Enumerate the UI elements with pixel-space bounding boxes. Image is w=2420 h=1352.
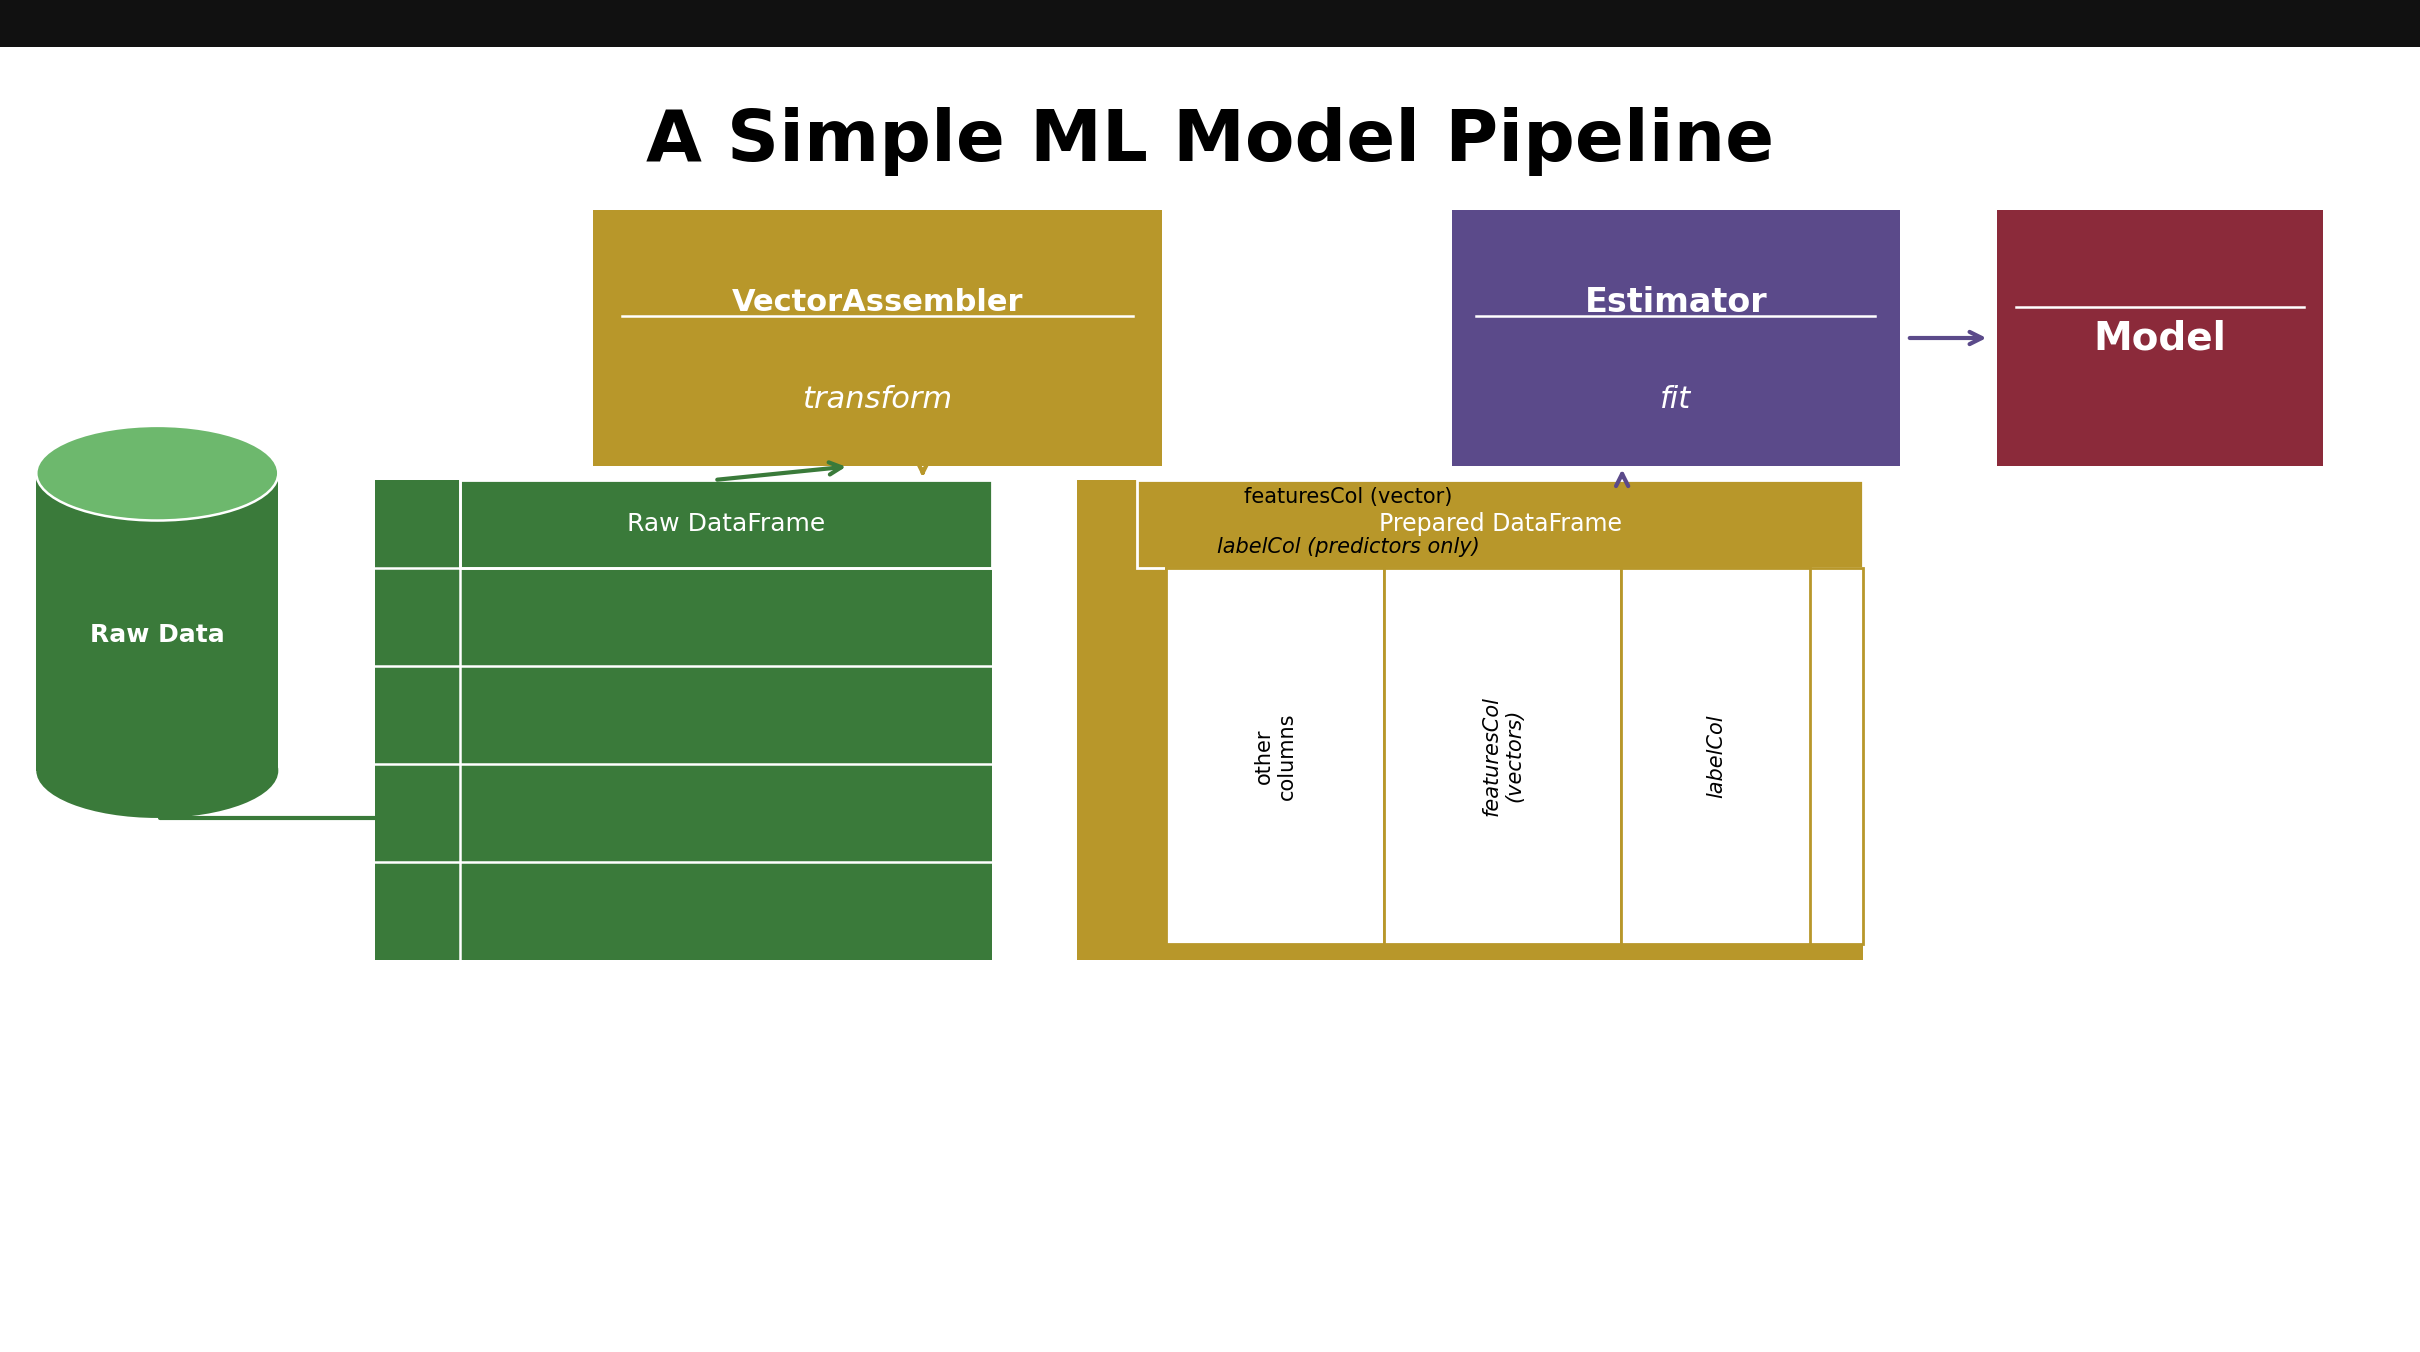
FancyBboxPatch shape	[375, 480, 992, 960]
Text: featuresCol (vector): featuresCol (vector)	[1244, 487, 1452, 507]
FancyBboxPatch shape	[1996, 210, 2323, 466]
FancyBboxPatch shape	[1452, 210, 1900, 466]
FancyBboxPatch shape	[460, 480, 992, 568]
FancyBboxPatch shape	[1384, 568, 1621, 944]
Text: labelCol (predictors only): labelCol (predictors only)	[1217, 537, 1479, 557]
Text: labelCol: labelCol	[1706, 714, 1725, 798]
FancyBboxPatch shape	[1166, 568, 1384, 944]
FancyBboxPatch shape	[1621, 568, 1810, 944]
Text: Prepared DataFrame: Prepared DataFrame	[1379, 512, 1621, 535]
Text: Model: Model	[2093, 319, 2226, 357]
Text: fit: fit	[1660, 385, 1692, 414]
FancyBboxPatch shape	[1077, 480, 1863, 960]
FancyBboxPatch shape	[1166, 568, 1863, 944]
FancyBboxPatch shape	[36, 473, 278, 771]
Text: transform: transform	[801, 385, 953, 414]
Text: Raw Data: Raw Data	[90, 623, 225, 648]
Ellipse shape	[36, 723, 278, 818]
FancyBboxPatch shape	[1137, 480, 1863, 568]
FancyBboxPatch shape	[0, 0, 2420, 47]
Text: VectorAssembler: VectorAssembler	[731, 288, 1024, 316]
Ellipse shape	[36, 426, 278, 521]
Text: other
columns: other columns	[1254, 713, 1297, 799]
Text: A Simple ML Model Pipeline: A Simple ML Model Pipeline	[646, 107, 1774, 177]
FancyBboxPatch shape	[593, 210, 1162, 466]
Text: Raw DataFrame: Raw DataFrame	[627, 512, 825, 535]
Text: Estimator: Estimator	[1585, 285, 1767, 319]
Text: featuresCol
(vectors): featuresCol (vectors)	[1481, 696, 1525, 815]
